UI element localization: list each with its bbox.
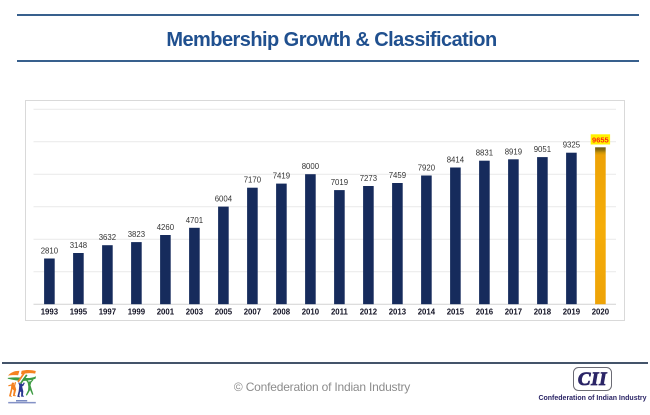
svg-text:2010: 2010 bbox=[302, 307, 320, 316]
svg-text:1997: 1997 bbox=[99, 307, 116, 316]
svg-text:2020: 2020 bbox=[592, 307, 610, 316]
svg-text:2007: 2007 bbox=[244, 307, 261, 316]
svg-text:1995: 1995 bbox=[70, 307, 88, 316]
svg-text:2014: 2014 bbox=[418, 307, 436, 316]
svg-text:7419: 7419 bbox=[273, 172, 290, 181]
svg-text:2810: 2810 bbox=[41, 247, 59, 256]
svg-text:2016: 2016 bbox=[476, 307, 494, 316]
svg-text:7170: 7170 bbox=[244, 176, 262, 185]
svg-text:2017: 2017 bbox=[505, 307, 522, 316]
svg-text:2008: 2008 bbox=[273, 307, 291, 316]
svg-text:1993: 1993 bbox=[41, 307, 59, 316]
svg-text:8000: 8000 bbox=[302, 162, 320, 171]
svg-text:4260: 4260 bbox=[157, 223, 175, 232]
svg-text:8919: 8919 bbox=[505, 147, 522, 156]
svg-text:2012: 2012 bbox=[360, 307, 378, 316]
svg-text:1999: 1999 bbox=[128, 307, 146, 316]
svg-text:3148: 3148 bbox=[70, 241, 87, 250]
svg-text:2005: 2005 bbox=[215, 307, 233, 316]
svg-text:9655: 9655 bbox=[592, 135, 609, 144]
svg-text:7920: 7920 bbox=[418, 164, 436, 173]
svg-text:3823: 3823 bbox=[128, 230, 145, 239]
svg-text:2019: 2019 bbox=[563, 307, 581, 316]
svg-text:2003: 2003 bbox=[186, 307, 204, 316]
svg-text:2011: 2011 bbox=[331, 307, 349, 316]
svg-text:9051: 9051 bbox=[534, 145, 551, 154]
svg-text:8414: 8414 bbox=[447, 156, 465, 165]
svg-text:8831: 8831 bbox=[476, 149, 493, 158]
svg-text:7273: 7273 bbox=[360, 174, 377, 183]
svg-text:6004: 6004 bbox=[215, 195, 233, 204]
svg-text:2001: 2001 bbox=[157, 307, 175, 316]
svg-text:2013: 2013 bbox=[389, 307, 407, 316]
svg-text:7019: 7019 bbox=[331, 178, 348, 187]
svg-text:9325: 9325 bbox=[563, 141, 581, 150]
svg-text:3632: 3632 bbox=[99, 233, 116, 242]
svg-text:7459: 7459 bbox=[389, 171, 406, 180]
svg-text:2015: 2015 bbox=[447, 307, 465, 316]
svg-text:4701: 4701 bbox=[186, 216, 203, 225]
svg-text:2018: 2018 bbox=[534, 307, 552, 316]
